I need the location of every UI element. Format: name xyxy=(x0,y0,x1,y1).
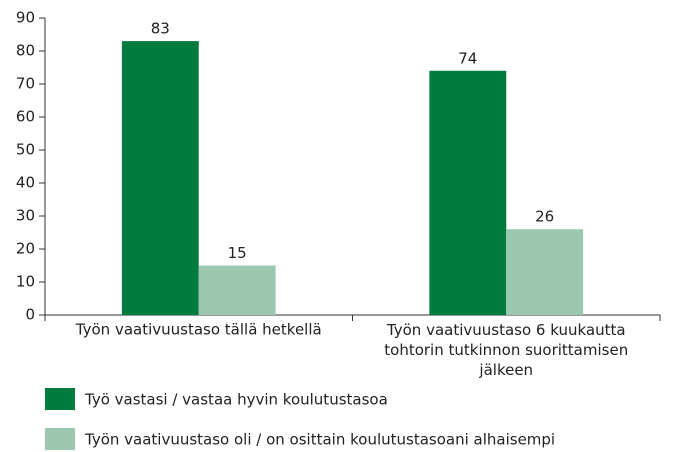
data-label: 15 xyxy=(228,244,247,262)
x-tick-label: Työn vaativuustaso tällä hetkellä xyxy=(75,321,322,339)
y-tick-label: 30 xyxy=(16,207,35,225)
data-label: 74 xyxy=(458,49,477,67)
y-tick-label: 80 xyxy=(16,42,35,60)
legend-swatch xyxy=(45,388,75,410)
x-tick-label: Työn vaativuustaso 6 kuukautta tohtorin t… xyxy=(384,321,628,379)
y-tick-label: 10 xyxy=(16,273,35,291)
legend-swatch xyxy=(45,428,75,450)
y-tick-label: 40 xyxy=(16,174,35,192)
y-tick-label: 70 xyxy=(16,75,35,93)
bar xyxy=(121,41,199,315)
legend-label: Työ vastasi / vastaa hyvin koulutustasoa xyxy=(84,391,388,409)
x-tick-label-line: Työn vaativuustaso 6 kuukautta xyxy=(386,321,626,339)
y-tick-label: 0 xyxy=(25,306,35,324)
x-tick-label-line: jälkeen xyxy=(478,361,533,379)
data-label: 83 xyxy=(151,20,170,38)
y-tick-label: 50 xyxy=(16,141,35,159)
y-tick-label: 20 xyxy=(16,240,35,258)
x-tick-label-line: tohtorin tutkinnon suorittamisen xyxy=(384,341,628,359)
bar xyxy=(506,229,584,315)
bar xyxy=(429,70,507,315)
y-tick-label: 60 xyxy=(16,108,35,126)
y-tick-label: 90 xyxy=(16,9,35,27)
data-label: 26 xyxy=(535,208,554,226)
legend-label: Työn vaativuustaso oli / on osittain kou… xyxy=(84,431,555,449)
bar xyxy=(198,265,276,315)
